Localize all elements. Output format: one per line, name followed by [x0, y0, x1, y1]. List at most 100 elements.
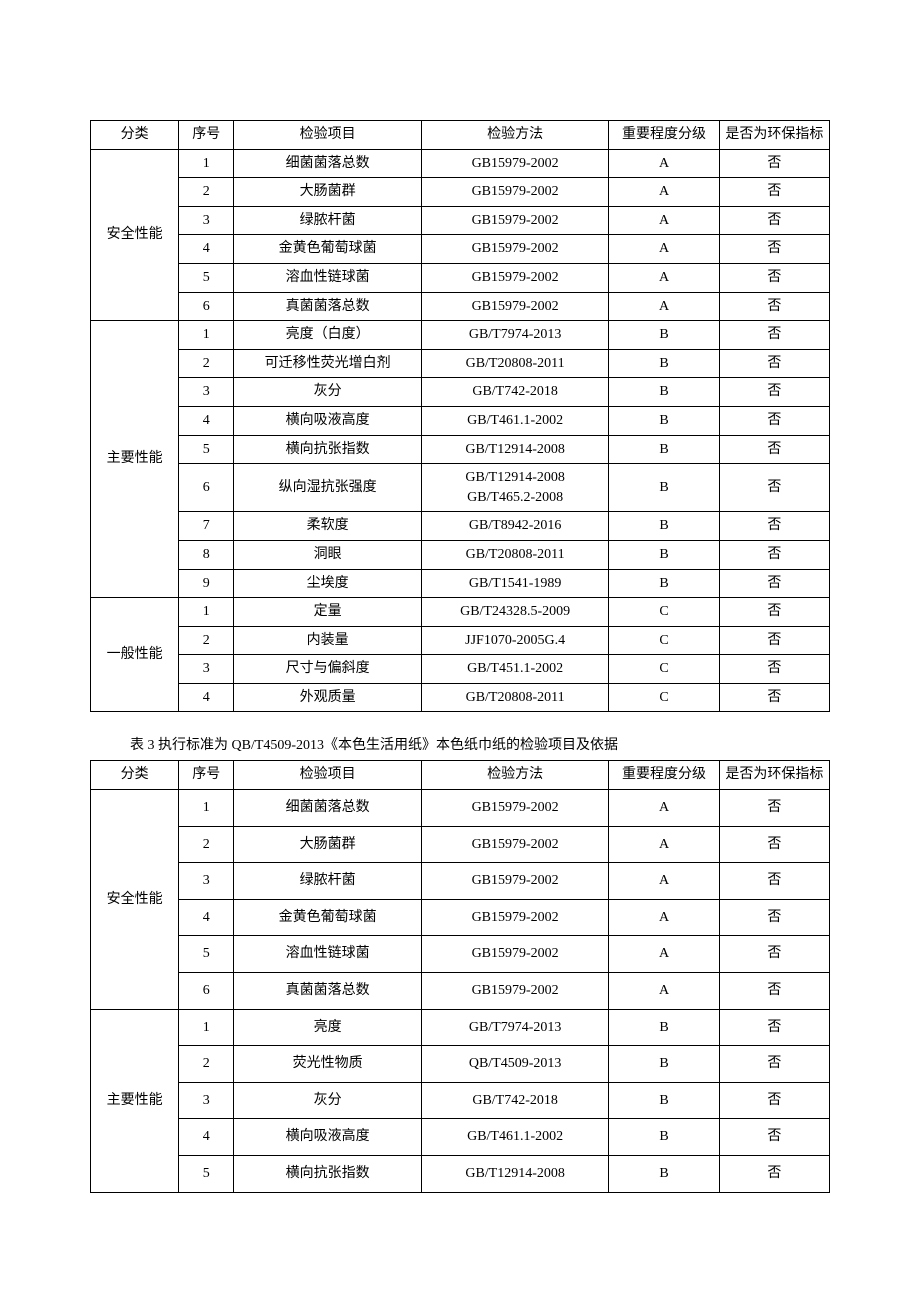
- cell-env: 否: [719, 655, 829, 684]
- cell-env: 否: [719, 626, 829, 655]
- cell-item: 亮度（白度）: [234, 321, 422, 350]
- cell-category: 安全性能: [91, 790, 179, 1010]
- cell-index: 6: [179, 973, 234, 1010]
- cell-item: 纵向湿抗张强度: [234, 464, 422, 512]
- cell-level: B: [609, 349, 719, 378]
- cell-item: 溶血性链球菌: [234, 936, 422, 973]
- table-row: 安全性能1细菌菌落总数GB15979-2002A否: [91, 790, 830, 827]
- cell-index: 4: [179, 1119, 234, 1156]
- table-row: 3尺寸与偏斜度GB/T451.1-2002C否: [91, 655, 830, 684]
- cell-level: B: [609, 321, 719, 350]
- cell-method: GB15979-2002: [421, 899, 609, 936]
- cell-index: 4: [179, 406, 234, 435]
- cell-method: GB/T451.1-2002: [421, 655, 609, 684]
- cell-category: 安全性能: [91, 149, 179, 321]
- cell-level: A: [609, 790, 719, 827]
- cell-level: A: [609, 973, 719, 1010]
- header-env: 是否为环保指标: [719, 121, 829, 150]
- cell-method: GB/T8942-2016: [421, 512, 609, 541]
- cell-item: 柔软度: [234, 512, 422, 541]
- table-header-row: 分类 序号 检验项目 检验方法 重要程度分级 是否为环保指标: [91, 761, 830, 790]
- cell-env: 否: [719, 149, 829, 178]
- cell-method: GB/T20808-2011: [421, 540, 609, 569]
- cell-env: 否: [719, 936, 829, 973]
- cell-index: 3: [179, 378, 234, 407]
- cell-env: 否: [719, 321, 829, 350]
- cell-index: 3: [179, 206, 234, 235]
- cell-method: GB15979-2002: [421, 790, 609, 827]
- cell-method: GB15979-2002: [421, 263, 609, 292]
- cell-index: 1: [179, 1009, 234, 1046]
- cell-method: GB/T12914-2008: [421, 1156, 609, 1193]
- cell-item: 尘埃度: [234, 569, 422, 598]
- header-method: 检验方法: [421, 121, 609, 150]
- cell-env: 否: [719, 973, 829, 1010]
- header-method: 检验方法: [421, 761, 609, 790]
- cell-index: 3: [179, 1082, 234, 1119]
- cell-index: 4: [179, 899, 234, 936]
- cell-item: 定量: [234, 598, 422, 627]
- cell-item: 横向吸液高度: [234, 1119, 422, 1156]
- cell-method: GB15979-2002: [421, 149, 609, 178]
- cell-index: 7: [179, 512, 234, 541]
- cell-index: 5: [179, 1156, 234, 1193]
- table-row: 5溶血性链球菌GB15979-2002A否: [91, 936, 830, 973]
- cell-index: 5: [179, 936, 234, 973]
- cell-item: 真菌菌落总数: [234, 292, 422, 321]
- cell-env: 否: [719, 435, 829, 464]
- cell-category: 主要性能: [91, 1009, 179, 1192]
- cell-index: 9: [179, 569, 234, 598]
- table-row: 4金黄色葡萄球菌GB15979-2002A否: [91, 899, 830, 936]
- cell-method: GB/T461.1-2002: [421, 406, 609, 435]
- cell-env: 否: [719, 263, 829, 292]
- cell-method: GB15979-2002: [421, 863, 609, 900]
- cell-index: 3: [179, 655, 234, 684]
- cell-method: GB/T24328.5-2009: [421, 598, 609, 627]
- cell-level: A: [609, 863, 719, 900]
- cell-level: A: [609, 206, 719, 235]
- table-row: 6真菌菌落总数GB15979-2002A否: [91, 292, 830, 321]
- table-row: 6真菌菌落总数GB15979-2002A否: [91, 973, 830, 1010]
- cell-item: 金黄色葡萄球菌: [234, 235, 422, 264]
- cell-item: 横向吸液高度: [234, 406, 422, 435]
- cell-method: GB/T20808-2011: [421, 683, 609, 712]
- cell-item: 细菌菌落总数: [234, 149, 422, 178]
- table-row: 2内装量JJF1070-2005G.4C否: [91, 626, 830, 655]
- cell-index: 1: [179, 790, 234, 827]
- cell-env: 否: [719, 1119, 829, 1156]
- cell-item: 亮度: [234, 1009, 422, 1046]
- table-row: 2大肠菌群GB15979-2002A否: [91, 826, 830, 863]
- cell-level: A: [609, 149, 719, 178]
- cell-method: GB/T12914-2008: [421, 435, 609, 464]
- table-row: 主要性能1亮度（白度）GB/T7974-2013B否: [91, 321, 830, 350]
- cell-env: 否: [719, 899, 829, 936]
- cell-env: 否: [719, 512, 829, 541]
- cell-level: B: [609, 1119, 719, 1156]
- cell-method: GB15979-2002: [421, 936, 609, 973]
- cell-item: 绿脓杆菌: [234, 863, 422, 900]
- cell-index: 2: [179, 178, 234, 207]
- cell-item: 外观质量: [234, 683, 422, 712]
- table-header-row: 分类 序号 检验项目 检验方法 重要程度分级 是否为环保指标: [91, 121, 830, 150]
- cell-category: 主要性能: [91, 321, 179, 598]
- cell-level: B: [609, 1009, 719, 1046]
- cell-level: C: [609, 683, 719, 712]
- cell-item: 洞眼: [234, 540, 422, 569]
- cell-item: 荧光性物质: [234, 1046, 422, 1083]
- cell-method: GB15979-2002: [421, 292, 609, 321]
- table-row: 4外观质量GB/T20808-2011C否: [91, 683, 830, 712]
- cell-method: GB15979-2002: [421, 206, 609, 235]
- cell-method: GB/T7974-2013: [421, 321, 609, 350]
- cell-level: B: [609, 435, 719, 464]
- cell-level: A: [609, 292, 719, 321]
- table-row: 5溶血性链球菌GB15979-2002A否: [91, 263, 830, 292]
- table-row: 7柔软度GB/T8942-2016B否: [91, 512, 830, 541]
- cell-env: 否: [719, 1046, 829, 1083]
- table-row: 3灰分GB/T742-2018B否: [91, 1082, 830, 1119]
- table-row: 2荧光性物质QB/T4509-2013B否: [91, 1046, 830, 1083]
- cell-index: 2: [179, 626, 234, 655]
- cell-method: GB/T1541-1989: [421, 569, 609, 598]
- cell-level: A: [609, 936, 719, 973]
- header-env: 是否为环保指标: [719, 761, 829, 790]
- cell-level: A: [609, 178, 719, 207]
